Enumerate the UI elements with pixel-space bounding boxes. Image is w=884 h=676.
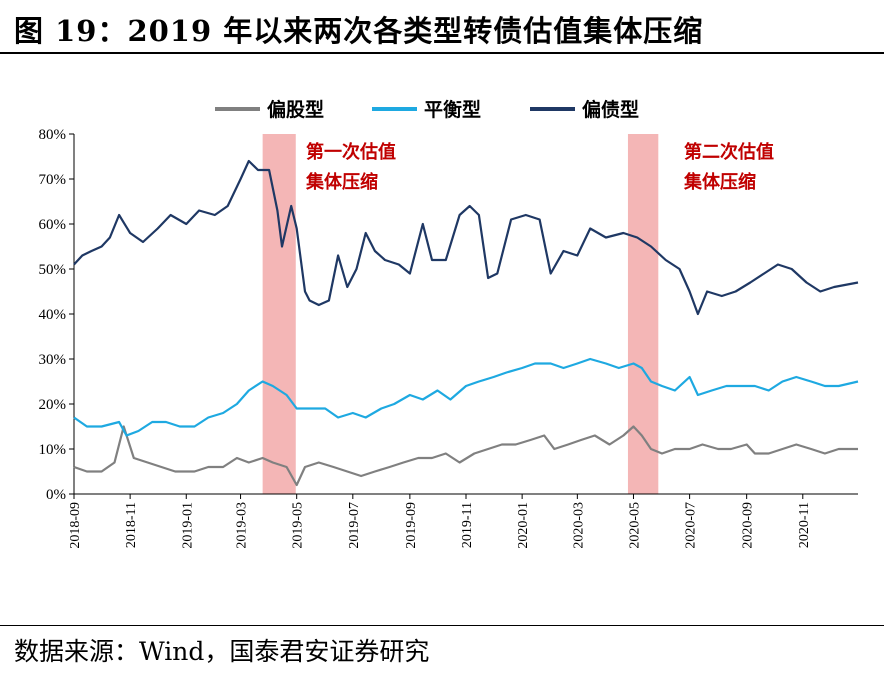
annotation-2-line-2: 集体压缩 (683, 171, 756, 193)
line-chart: 0% 10% 20% 30% 40% 50% 60% 70% 80% 2018-09 2018-11… (39, 98, 859, 549)
series-line-3 (73, 159, 859, 316)
x-tick-label: 2020-01 (516, 502, 531, 549)
source-note: 数据来源：Wind，国泰君安证券研究 (14, 637, 430, 666)
y-tick-label: 30% (39, 352, 67, 368)
annotation-2-line-1: 第二次估值 (684, 141, 774, 163)
legend-label-2: 平衡型 (424, 98, 481, 121)
y-tick-label: 0% (46, 487, 66, 503)
axes: 0% 10% 20% 30% 40% 50% 60% 70% 80% 2018-09 2018-11… (39, 127, 858, 549)
y-tick-label: 20% (39, 397, 67, 413)
annotation-1-line-2: 集体压缩 (305, 171, 378, 193)
shaded-periods (262, 134, 659, 494)
shaded-period-1 (262, 134, 296, 494)
x-tick-label: 2019-03 (235, 502, 250, 549)
source-divider (0, 625, 884, 626)
legend-label-3: 偏债型 (582, 98, 639, 121)
x-tick-label: 2019-05 (291, 502, 306, 549)
x-tick-label: 2019-07 (347, 502, 362, 549)
legend-label-1: 偏股型 (267, 98, 324, 121)
x-tick-label: 2020-09 (741, 502, 756, 549)
x-tick-label: 2019-09 (404, 502, 419, 549)
x-tick-label: 2020-11 (797, 502, 812, 548)
x-tick-label: 2019-01 (180, 502, 195, 549)
y-tick-label: 80% (39, 127, 67, 143)
y-tick-label: 50% (39, 262, 67, 278)
y-tick-label: 40% (39, 307, 67, 323)
title-divider (0, 52, 884, 54)
y-tick-label: 70% (39, 172, 67, 188)
y-tick-label: 60% (39, 217, 67, 233)
x-tick-label: 2018-09 (68, 502, 83, 549)
x-tick-label: 2020-07 (684, 502, 699, 549)
series-line-2 (73, 357, 859, 437)
y-tick-label: 10% (39, 442, 67, 458)
x-tick-label: 2019-11 (460, 502, 475, 548)
legend: 偏股型 平衡型 偏债型 (215, 98, 639, 121)
annotation-1-line-1: 第一次估值 (306, 141, 396, 163)
x-tick-label: 2020-05 (627, 502, 642, 549)
x-tick-label: 2018-11 (124, 502, 139, 548)
x-tick-label: 2020-03 (571, 502, 586, 549)
series-lines (73, 159, 859, 487)
shaded-period-2 (627, 134, 659, 494)
series-line-1 (73, 425, 858, 487)
figure-title: 图 19：2019 年以来两次各类型转债估值集体压缩 (14, 14, 704, 48)
